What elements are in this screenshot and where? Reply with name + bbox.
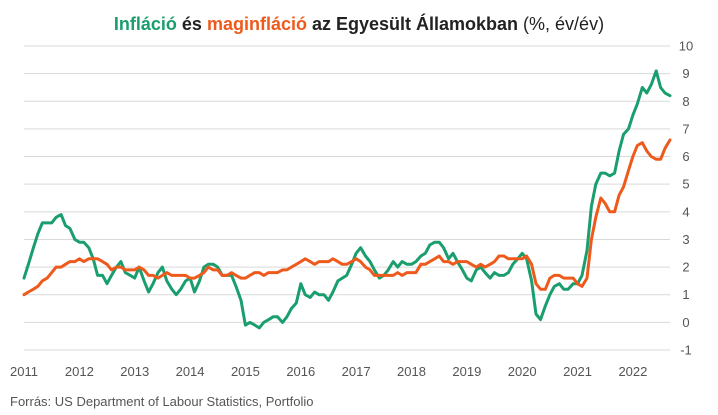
x-tick-label: 2017 — [342, 364, 371, 379]
x-tick-label: 2014 — [176, 364, 205, 379]
x-tick-label: 2022 — [618, 364, 647, 379]
y-tick-label: 1 — [682, 287, 689, 302]
y-tick-label: 5 — [682, 177, 689, 192]
chart-title: Infláció és maginfláció az Egyesült Álla… — [0, 14, 718, 35]
y-tick-label: -1 — [680, 343, 692, 358]
title-unit: (%, év/év) — [518, 14, 605, 34]
series-line-core-inflation — [22, 138, 672, 297]
y-axis-ticks: -1 0 1 2 3 4 5 6 7 8 9 10 — [679, 39, 693, 358]
y-tick-label: 0 — [682, 315, 689, 330]
x-tick-label: 2018 — [397, 364, 426, 379]
series-line-inflation — [22, 69, 672, 330]
x-tick-label: 2011 — [10, 364, 38, 379]
x-tick-label: 2015 — [231, 364, 260, 379]
x-axis-ticks: 2011 2012 2013 2014 2015 2016 2017 2018 2019 2020… — [10, 364, 647, 379]
y-tick-label: 7 — [682, 121, 689, 136]
y-tick-label: 10 — [679, 39, 693, 54]
x-tick-label: 2021 — [563, 364, 592, 379]
title-inflation: Infláció — [113, 14, 177, 34]
grid-lines — [24, 45, 670, 351]
y-tick-label: 6 — [682, 149, 689, 164]
x-tick-label: 2012 — [65, 364, 94, 379]
title-core-inflation: maginfláció — [206, 14, 307, 34]
title-usa: az Egyesült Államokban — [306, 14, 519, 34]
x-tick-label: 2019 — [452, 364, 481, 379]
x-tick-label: 2020 — [508, 364, 537, 379]
source-note: Forrás: US Department of Labour Statisti… — [10, 394, 314, 409]
x-tick-label: 2016 — [286, 364, 315, 379]
x-tick-label: 2013 — [120, 364, 149, 379]
y-tick-label: 4 — [682, 204, 689, 219]
series-lines — [22, 69, 672, 330]
title-and: és — [176, 14, 207, 34]
y-tick-label: 2 — [682, 260, 689, 275]
y-tick-label: 3 — [682, 232, 689, 247]
y-tick-label: 8 — [682, 94, 689, 109]
y-tick-label: 9 — [682, 66, 689, 81]
